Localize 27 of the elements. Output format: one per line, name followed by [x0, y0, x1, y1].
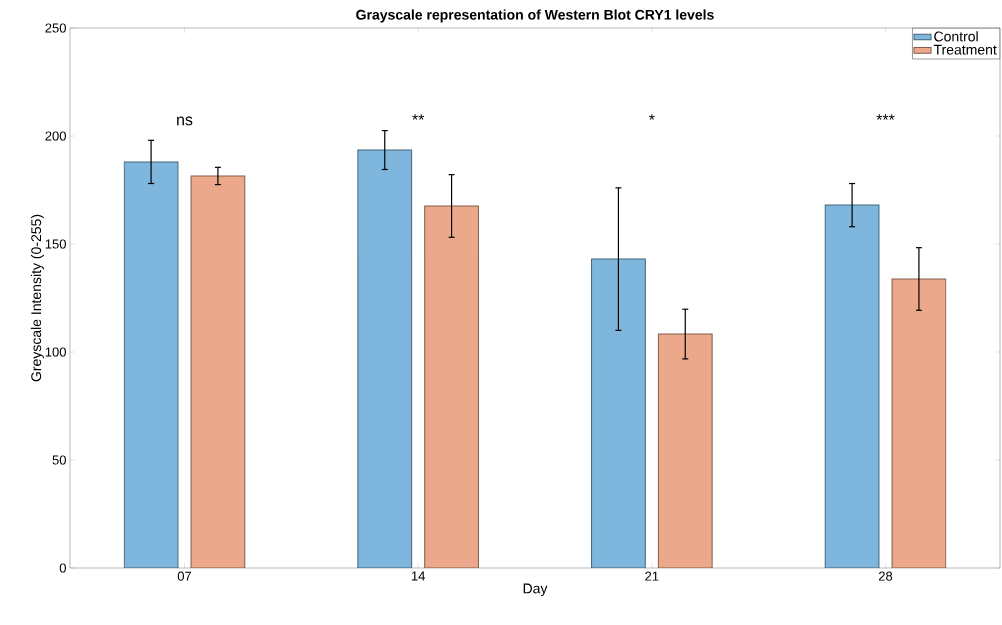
bar	[357, 149, 413, 568]
legend-label: Treatment	[933, 44, 997, 55]
bar	[190, 175, 246, 568]
annotation: *	[648, 114, 655, 120]
y-tick-label: 250	[45, 23, 66, 33]
y-tick-label: 50	[52, 455, 66, 465]
x-tick-label: 14	[411, 571, 426, 581]
x-tick-label: 21	[645, 571, 659, 581]
y-tick-label: 200	[45, 131, 66, 141]
y-tick-label: 100	[45, 347, 66, 357]
bar	[424, 205, 479, 568]
y-tick-label: 150	[45, 239, 66, 249]
annotation: **	[412, 114, 425, 120]
bar	[657, 333, 713, 568]
bar	[123, 161, 179, 568]
annotation: ***	[876, 114, 895, 120]
legend-label: Control	[934, 31, 978, 42]
x-tick-label: 07	[177, 571, 192, 581]
y-axis-title: Greyscale Intensity (0-255)	[30, 214, 44, 382]
bar	[891, 278, 947, 568]
bar	[591, 258, 646, 568]
x-tick-label: 28	[878, 571, 893, 581]
chart-title: Grayscale representation of Western Blot CRY1 levels	[356, 9, 714, 23]
x-axis-title: Day	[523, 583, 548, 597]
bar	[824, 204, 880, 568]
annotation: ns	[177, 116, 193, 126]
y-tick-label: 0	[59, 563, 66, 573]
